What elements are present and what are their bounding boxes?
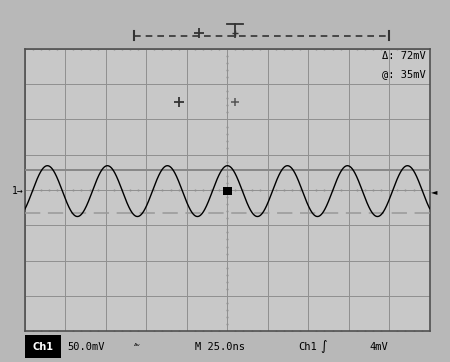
- Text: 1→: 1→: [12, 186, 23, 196]
- Text: Ch1: Ch1: [32, 342, 54, 352]
- Text: @: 35mV: @: 35mV: [382, 69, 425, 79]
- Text: Ch1: Ch1: [298, 342, 317, 352]
- Text: Δ: 72mV: Δ: 72mV: [382, 51, 425, 61]
- Text: ∫: ∫: [320, 340, 327, 353]
- Text: 4mV: 4mV: [369, 342, 388, 352]
- Text: M 25.0ns: M 25.0ns: [195, 342, 245, 352]
- Bar: [223, 187, 232, 195]
- Bar: [25, 335, 61, 358]
- Text: 50.0mV: 50.0mV: [68, 342, 105, 352]
- Text: ◄: ◄: [431, 186, 437, 195]
- Text: ᴬᵛ: ᴬᵛ: [134, 342, 141, 351]
